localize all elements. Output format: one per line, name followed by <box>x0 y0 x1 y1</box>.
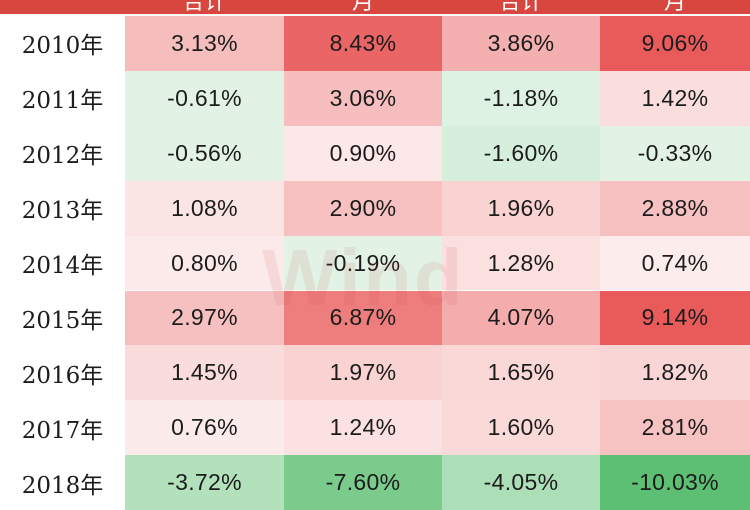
header-cell: 月 <box>663 0 686 14</box>
table-row: 2010年 3.13% 8.43% 3.86% 9.06% <box>0 16 750 71</box>
heatmap-cell: -0.33% <box>600 125 750 181</box>
heatmap-cell: -1.18% <box>442 70 600 126</box>
heatmap-cell: 1.96% <box>442 180 600 236</box>
heatmap-cell: 1.65% <box>442 345 600 401</box>
header-cell: 月 <box>351 0 374 14</box>
heatmap-cell: -1.60% <box>442 125 600 181</box>
year-label: 2017年 <box>21 417 104 444</box>
year-label: 2011年 <box>21 88 104 115</box>
table-row: 2014年 0.80% -0.19% 1.28% 0.74% <box>0 235 750 291</box>
table-row: 2018年 -3.72% -7.60% -4.05% -10.03% <box>0 455 750 510</box>
heatmap-cell: 1.08% <box>125 180 284 236</box>
heatmap-cell: 8.43% <box>284 16 442 71</box>
heatmap-cell: 1.42% <box>600 70 750 126</box>
heatmap-cell: 1.82% <box>600 345 750 401</box>
heatmap-cell: -0.19% <box>284 235 442 291</box>
table-row: 2013年 1.08% 2.90% 1.96% 2.88% <box>0 180 750 236</box>
year-label: 2010年 <box>21 33 104 60</box>
heatmap-cell: -4.05% <box>442 455 600 510</box>
heatmap-cell: 0.80% <box>125 235 284 291</box>
heatmap-cell: 2.88% <box>600 180 750 236</box>
year-label: 2013年 <box>21 198 104 225</box>
heatmap-cell: 0.90% <box>284 125 442 181</box>
year-label: 2012年 <box>21 143 104 170</box>
heatmap-cell: 3.06% <box>284 70 442 126</box>
heatmap-cell: -0.61% <box>125 70 284 126</box>
year-label: 2015年 <box>21 307 104 334</box>
heatmap-cell: 3.13% <box>125 16 284 71</box>
heatmap-cell: -10.03% <box>600 455 750 510</box>
header-row: 合计 月 合计 月 <box>0 0 750 14</box>
table-row: 2015年 2.97% 6.87% 4.07% 9.14% <box>0 290 750 346</box>
year-label: 2018年 <box>21 472 104 499</box>
heatmap-cell: 2.90% <box>284 180 442 236</box>
heatmap-cell: 1.97% <box>284 345 442 401</box>
heatmap-cell: 3.86% <box>442 16 600 71</box>
heatmap-cell: 2.81% <box>600 400 750 456</box>
heatmap-cell: 1.45% <box>125 345 284 401</box>
heatmap-cell: 0.76% <box>125 400 284 456</box>
header-cell: 合计 <box>498 0 543 14</box>
heatmap-cell: -7.60% <box>284 455 442 510</box>
heatmap-cell: -0.56% <box>125 125 284 181</box>
heatmap-cell: 9.06% <box>600 16 750 71</box>
table-row: 2017年 0.76% 1.24% 1.60% 2.81% <box>0 400 750 456</box>
heatmap-cell: 9.14% <box>600 290 750 346</box>
year-label: 2014年 <box>21 253 104 280</box>
header-cell: 合计 <box>182 0 227 14</box>
heatmap-cell: 6.87% <box>284 290 442 346</box>
heatmap-cell: 1.60% <box>442 400 600 456</box>
table-row: 2011年 -0.61% 3.06% -1.18% 1.42% <box>0 70 750 126</box>
heatmap-cell: 4.07% <box>442 290 600 346</box>
table-row: 2016年 1.45% 1.97% 1.65% 1.82% <box>0 345 750 401</box>
heatmap-cell: 2.97% <box>125 290 284 346</box>
heatmap-cell: 1.24% <box>284 400 442 456</box>
heatmap-cell: -3.72% <box>125 455 284 510</box>
heatmap-cell: 0.74% <box>600 235 750 291</box>
heatmap-cell: 1.28% <box>442 235 600 291</box>
year-label: 2016年 <box>21 362 104 389</box>
table-row: 2012年 -0.56% 0.90% -1.60% -0.33% <box>0 125 750 181</box>
